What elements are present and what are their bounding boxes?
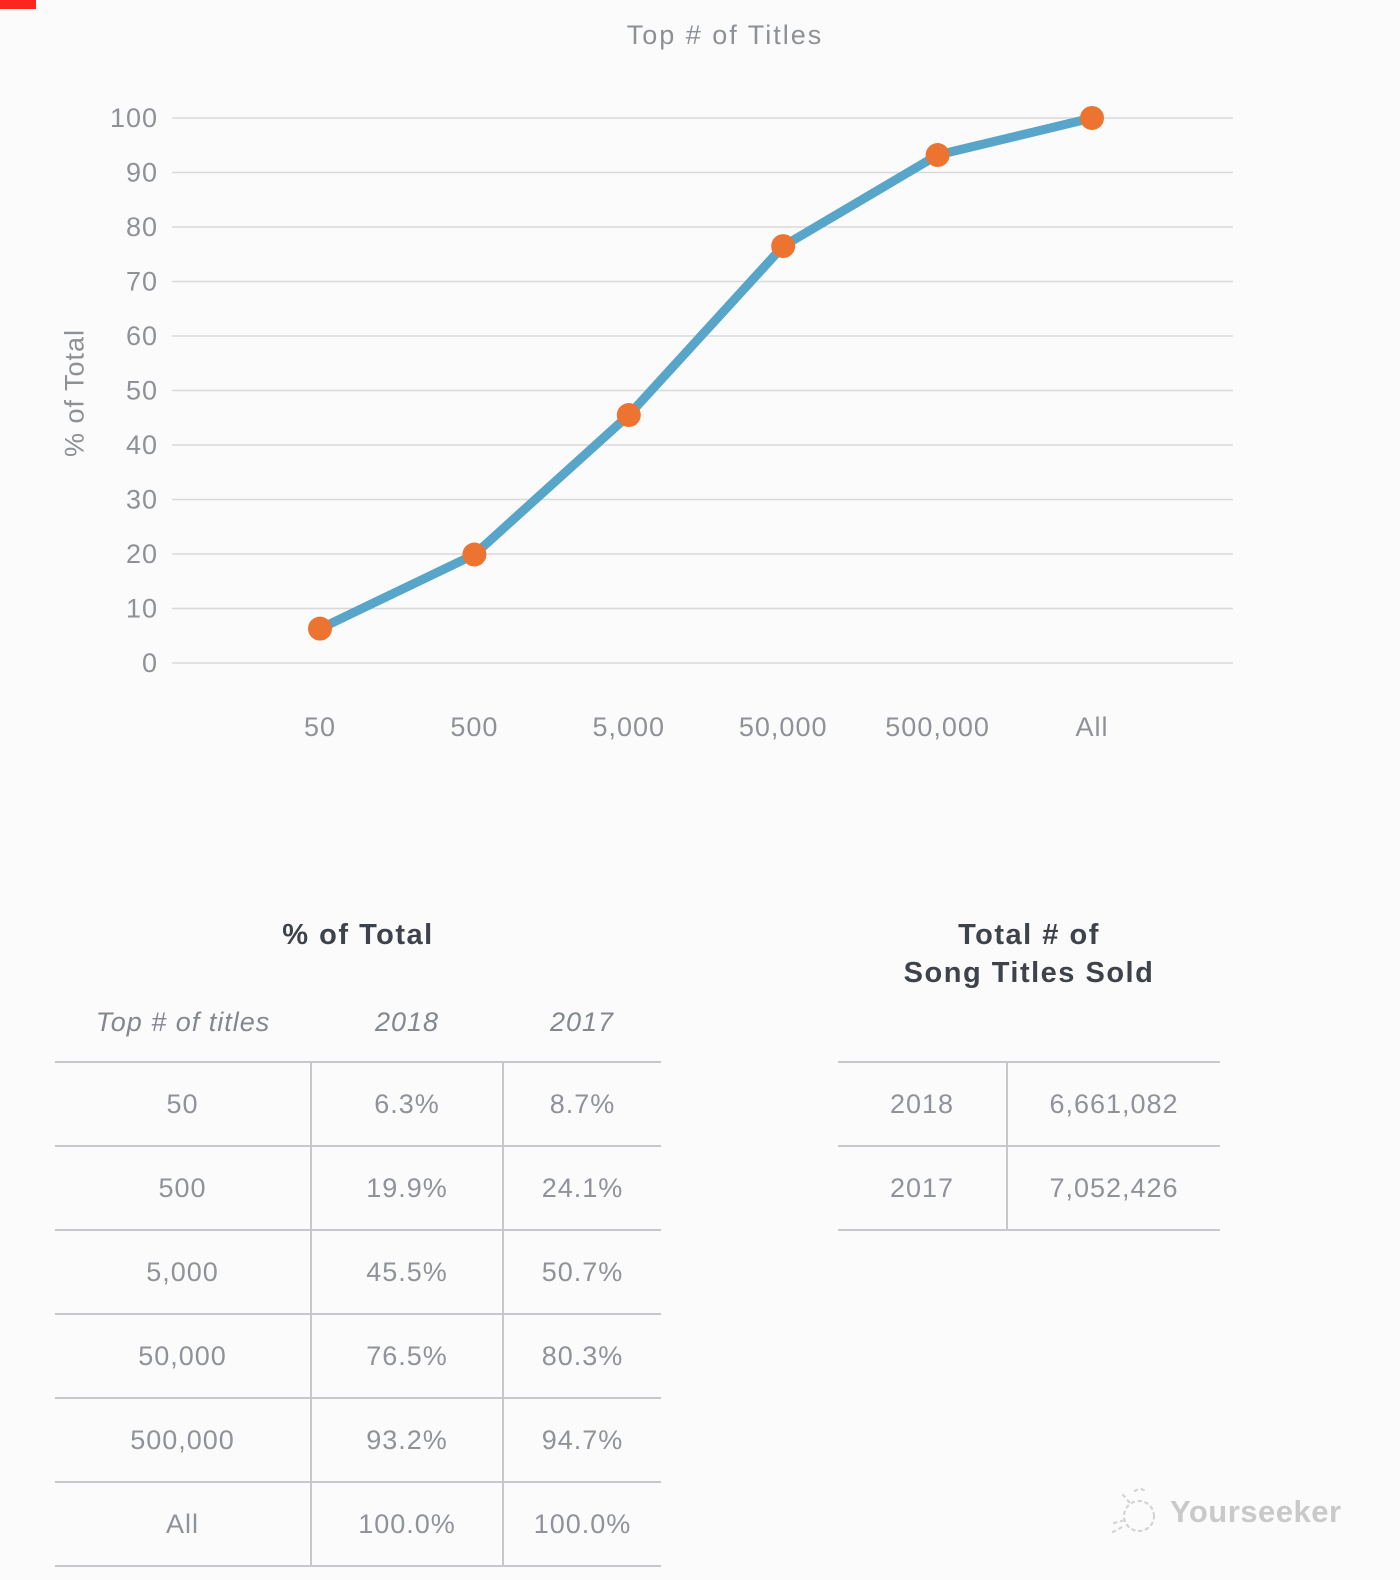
table-row: 50,000 76.5% 80.3% xyxy=(55,1314,661,1399)
value-2018: 45.5% xyxy=(310,1230,504,1315)
row-label: 50 xyxy=(55,1062,311,1147)
column-header-titles: Top # of titles xyxy=(55,984,311,1063)
year-label: 2017 xyxy=(838,1146,1008,1231)
column-header-row: Top # of titles 2018 2017 xyxy=(55,984,661,1063)
value-2018: 19.9% xyxy=(310,1146,504,1231)
data-point-marker xyxy=(308,616,332,641)
y-tick-label: 20 xyxy=(126,539,158,569)
x-tick-label: 5,000 xyxy=(593,712,666,742)
right-table-title-line2: Song Titles Sold xyxy=(903,957,1155,989)
yourseeker-logo-icon xyxy=(1111,1487,1156,1534)
row-label: 50,000 xyxy=(55,1314,311,1399)
table-row: 500,000 93.2% 94.7% xyxy=(55,1398,661,1483)
y-tick-label: 100 xyxy=(110,103,158,133)
y-tick-label: 70 xyxy=(126,267,158,297)
left-table-title: % of Total xyxy=(282,919,434,951)
year-label: 2018 xyxy=(838,1061,1008,1147)
value-2017: 100.0% xyxy=(503,1482,661,1567)
percent-of-total-table: Top # of titles 2018 2017 50 6.3% 8.7% 5… xyxy=(55,984,661,1567)
chart-title: Top # of Titles xyxy=(626,20,824,50)
row-label: All xyxy=(55,1482,311,1567)
watermark: Yourseeker xyxy=(1108,1483,1342,1541)
value-2017: 8.7% xyxy=(503,1062,661,1147)
value-2017: 24.1% xyxy=(503,1146,661,1231)
total-value: 7,052,426 xyxy=(1007,1146,1220,1231)
table-row: 50 6.3% 8.7% xyxy=(55,1062,661,1147)
right-table-title: Total # of Song Titles Sold xyxy=(838,916,1220,992)
table-row: 2017 7,052,426 xyxy=(838,1146,1220,1231)
y-tick-label: 60 xyxy=(126,321,158,351)
y-tick-label: 80 xyxy=(126,212,158,242)
column-header-2018: 2018 xyxy=(311,984,503,1063)
series-line-2018 xyxy=(315,113,1097,634)
value-2018: 93.2% xyxy=(310,1398,504,1483)
value-2018: 100.0% xyxy=(310,1482,504,1567)
value-2017: 94.7% xyxy=(503,1398,661,1483)
table-row: All 100.0% 100.0% xyxy=(55,1482,661,1567)
row-label: 500,000 xyxy=(55,1398,311,1483)
y-tick-label: 30 xyxy=(126,485,158,515)
table-row: 2018 6,661,082 xyxy=(838,1061,1220,1147)
x-tick-label: 50,000 xyxy=(739,712,828,742)
value-2017: 50.7% xyxy=(503,1230,661,1315)
song-titles-sold-table: 2018 6,661,082 2017 7,052,426 xyxy=(838,1061,1220,1231)
right-table-title-line1: Total # of xyxy=(958,919,1100,951)
data-point-marker xyxy=(771,234,796,259)
y-tick-label: 40 xyxy=(126,430,158,460)
column-header-2017: 2017 xyxy=(503,984,661,1063)
row-label: 5,000 xyxy=(55,1230,311,1315)
x-tick-label: All xyxy=(1075,712,1108,742)
red-corner-artifact xyxy=(0,0,36,9)
value-2018: 76.5% xyxy=(310,1314,504,1399)
value-2018: 6.3% xyxy=(310,1062,504,1147)
data-point-marker xyxy=(616,403,641,428)
y-tick-label: 10 xyxy=(126,594,158,624)
total-value: 6,661,082 xyxy=(1007,1061,1220,1147)
value-2017: 80.3% xyxy=(503,1314,661,1399)
x-tick-label: 500,000 xyxy=(885,712,990,742)
y-tick-label: 0 xyxy=(142,648,158,678)
data-point-marker xyxy=(1080,106,1104,130)
data-point-marker xyxy=(462,542,487,567)
line-chart: 0 10 20 30 40 50 60 70 80 90 100 50 500 5,000 50,000 50… xyxy=(110,103,1233,742)
x-tick-label: 50 xyxy=(304,712,336,742)
table-row: 5,000 45.5% 50.7% xyxy=(55,1230,661,1315)
watermark-text: Yourseeker xyxy=(1170,1494,1342,1529)
row-label: 500 xyxy=(55,1146,311,1231)
data-point-marker xyxy=(925,143,950,168)
table-row: 500 19.9% 24.1% xyxy=(55,1146,661,1231)
y-tick-label: 90 xyxy=(126,158,158,188)
x-tick-label: 500 xyxy=(450,712,498,742)
y-tick-label: 50 xyxy=(126,376,158,406)
